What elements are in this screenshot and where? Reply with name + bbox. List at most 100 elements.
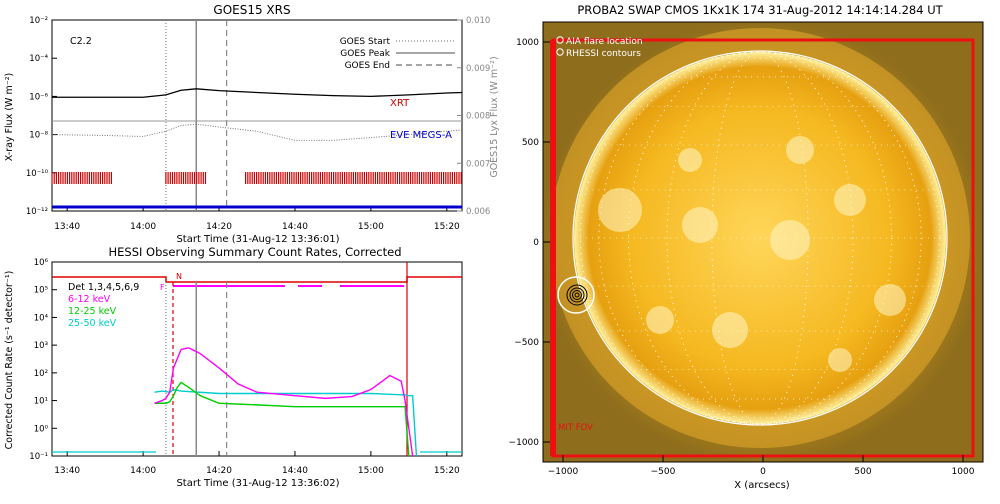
goes-eve-label: EVE MEGS-A (390, 130, 452, 141)
hessi-plot-frame (51, 261, 463, 457)
goes-right-tick-label: 0.010 (466, 16, 490, 26)
hessi-legend-title: Det 1,3,4,5,6,9 (68, 282, 139, 293)
hessi-ylabel: Corrected Count Rate (s⁻¹ detector⁻¹) (4, 271, 15, 450)
swap-image: MIT FOV AIA flare location RHESSI contou… (543, 22, 983, 462)
goes-right-ylabel: GOES15 Lyx Flux (W m⁻²) (489, 56, 500, 177)
hessi-legend-mid: 12-25 keV (68, 306, 117, 317)
flare-marker (557, 276, 595, 314)
swap-x-tick-label: 0 (760, 467, 766, 477)
goes-right-tick-label: 0.006 (466, 207, 490, 217)
swap-x-tick-label: 500 (854, 467, 871, 477)
hessi-x-tick-label: 15:00 (358, 466, 384, 476)
hessi-x-tick-label: 14:20 (206, 466, 232, 476)
hessi-x-tick-label: 13:40 (54, 466, 80, 476)
swap-x-tick-label: −1000 (548, 467, 579, 477)
active-region (712, 312, 748, 348)
aia-legend-label: AIA flare location (566, 37, 643, 47)
active-region (874, 284, 906, 316)
active-region (646, 306, 674, 334)
active-region (828, 348, 852, 372)
hessi-y-tick-label: 10⁶ (34, 258, 49, 268)
swap-y-tick-label: 500 (522, 138, 539, 148)
goes-class-label: C2.2 (70, 36, 92, 47)
goes-x-tick-label: 14:00 (130, 222, 156, 232)
swap-title: PROBA2 SWAP CMOS 1Kx1K 174 31-Aug-2012 1… (577, 3, 943, 17)
hessi-legend-low: 6-12 keV (68, 294, 111, 305)
hessi-y-tick-label: 10⁵ (34, 286, 48, 296)
goes-short-channel-line (51, 123, 463, 141)
hessi-12-25kev-line (154, 381, 410, 457)
rhessi-contour-4 (574, 292, 580, 298)
hessi-night-bar (52, 276, 462, 283)
hessi-y-tick-label: 10⁰ (34, 424, 49, 434)
goes-left-tick-label: 10⁻⁸ (29, 131, 48, 141)
goes-long-channel-line (52, 88, 463, 98)
goes-legend-start-label: GOES Start (340, 37, 391, 47)
swap-y-axis: 1000 500 0 −500 −1000 (509, 38, 550, 448)
sun-limb-contour (572, 50, 948, 426)
longitude-line (666, 51, 854, 425)
hessi-x-tick-label: 14:00 (130, 466, 156, 476)
goes-legend-peak-label: GOES Peak (340, 49, 390, 59)
hessi-y-tick-label: 10³ (34, 341, 48, 351)
active-region (678, 148, 702, 172)
swap-y-tick-label: −500 (514, 338, 539, 348)
hessi-y-tick-label: 10⁴ (34, 313, 49, 323)
active-region (834, 184, 866, 216)
goes-left-tick-label: 10⁻² (29, 16, 48, 26)
hessi-flag-f: F (160, 283, 165, 292)
swap-x-tick-label: −500 (651, 467, 676, 477)
hessi-flag-n: N (176, 272, 182, 281)
goes-legend: GOES Start GOES Peak GOES End (340, 37, 455, 71)
goes-right-tick-label: 0.009 (466, 64, 490, 74)
hessi-y-tick-label: 10¹ (34, 397, 48, 407)
hessi-y-tick-label: 10² (34, 369, 48, 379)
goes-x-tick-label: 13:40 (54, 222, 80, 232)
swap-xlabel: X (arcsecs) (734, 480, 790, 491)
hessi-y-tick-label: 10⁻¹ (29, 452, 48, 462)
goes-xrt-label: XRT (390, 98, 410, 109)
swap-x-tick-label: 1000 (952, 467, 975, 477)
swap-panel: PROBA2 SWAP CMOS 1Kx1K 174 31-Aug-2012 1… (509, 3, 984, 491)
hessi-panel: HESSI Observing Summary Count Rates, Cor… (4, 245, 463, 489)
goes-panel: GOES15 XRS 10⁻² 10⁻⁴ 10⁻⁶ 10⁻⁸ 10⁻¹⁰ 10⁻¹² 0.… (4, 3, 500, 245)
active-region (598, 188, 642, 232)
goes-x-tick-label: 15:20 (434, 222, 460, 232)
mit-fov-label: MIT FOV (558, 423, 593, 433)
longitude-line (628, 51, 892, 425)
hessi-6-12kev-line (154, 347, 414, 457)
hessi-legend: Det 1,3,4,5,6,9 6-12 keV 12-25 keV 25-50… (68, 282, 139, 329)
goes-left-ylabel: X-ray Flux (W m⁻²) (4, 73, 15, 162)
hessi-x-tick-label: 14:40 (282, 466, 308, 476)
rhessi-contour-2 (569, 287, 585, 303)
swap-y-tick-label: −1000 (509, 438, 540, 448)
rhessi-contour-3 (572, 290, 582, 300)
hessi-x-tick-label: 15:20 (434, 466, 460, 476)
hessi-y-axis: 10⁶ 10⁵ 10⁴ 10³ 10² 10¹ 10⁰ 10⁻¹ (29, 258, 57, 462)
goes-left-tick-label: 10⁻¹⁰ (26, 169, 49, 179)
aia-legend-icon (556, 36, 564, 44)
goes-x-tick-label: 14:40 (282, 222, 308, 232)
rhessi-contour-1 (566, 284, 588, 306)
longitude-line (579, 51, 941, 425)
active-region (770, 220, 810, 260)
goes-right-tick-label: 0.008 (466, 112, 490, 122)
goes-left-tick-label: 10⁻⁶ (29, 92, 48, 102)
active-regions (598, 136, 906, 372)
rhessi-legend-icon (556, 48, 564, 56)
goes-xlabel: Start Time (31-Aug-12 13:36:01) (176, 234, 339, 245)
heliographic-grid (574, 51, 946, 425)
goes-left-tick-label: 10⁻⁴ (29, 54, 48, 64)
goes-legend-end-label: GOES End (345, 61, 390, 71)
aia-flare-circle (557, 276, 595, 314)
hessi-marks (52, 262, 462, 457)
rhessi-legend-label: RHESSI contours (566, 49, 641, 59)
hessi-title: HESSI Observing Summary Count Rates, Cor… (108, 245, 401, 259)
goes-x-tick-label: 15:00 (358, 222, 384, 232)
longitude-line (711, 51, 809, 425)
swap-y-tick-label: 1000 (516, 38, 539, 48)
active-region (682, 207, 718, 243)
goes-right-axis: 0.010 0.009 0.008 0.007 0.006 (457, 16, 490, 217)
goes-left-tick-label: 10⁻¹² (26, 207, 48, 217)
